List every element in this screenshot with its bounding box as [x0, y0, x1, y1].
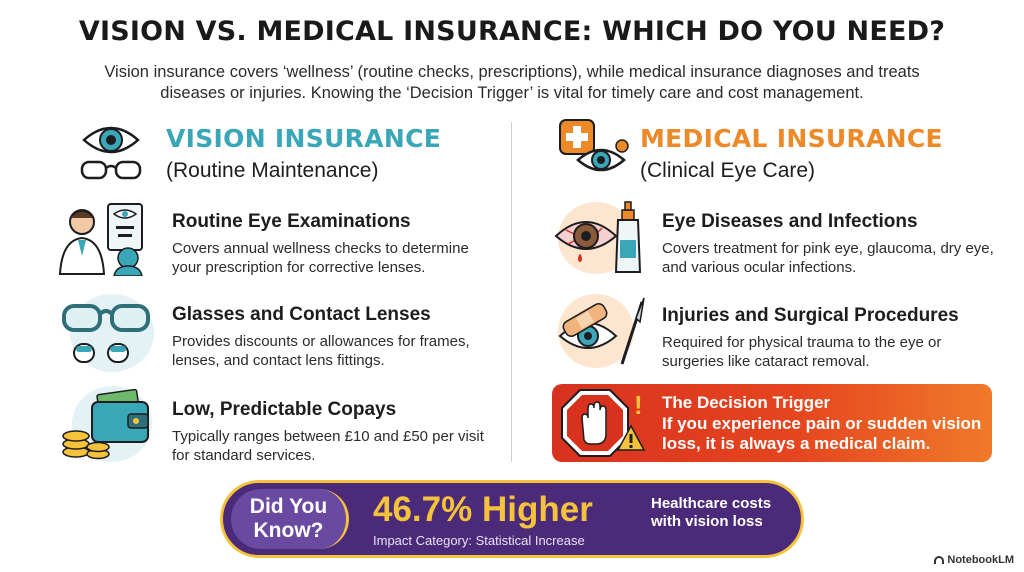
medical-cross-eye-icon: [556, 116, 632, 182]
item-title: Routine Eye Examinations: [172, 211, 411, 232]
intro-text: Vision insurance covers ‘wellness’ (rout…: [104, 63, 920, 102]
trigger-text: If you experience pain or sudden vision …: [662, 414, 982, 453]
did-you-know-banner: Did You Know? 46.7% Higher Impact Catego…: [220, 480, 804, 558]
item-desc: Required for physical trauma to the eye …: [662, 334, 942, 370]
red-eye-drops-icon: [552, 200, 648, 278]
vision-item-glasses: Glasses and Contact Lenses Provides disc…: [172, 304, 502, 370]
stat-note: Healthcare costs with vision loss: [651, 495, 772, 530]
vision-subheading: (Routine Maintenance): [166, 159, 379, 182]
decision-trigger-banner: ! The Decision Trigger If you experience…: [552, 384, 992, 462]
trigger-title: The Decision Trigger: [662, 393, 831, 412]
did-you-know-label: Did You Know?: [231, 489, 349, 549]
brand-label: NotebookLM: [934, 554, 1014, 566]
item-desc: Provides discounts or allowances for fra…: [172, 333, 470, 369]
warning-triangle-icon: [616, 424, 646, 452]
eye-glasses-icon: [76, 118, 146, 184]
item-desc: Covers annual wellness checks to determi…: [172, 240, 469, 276]
medical-heading: MEDICAL INSURANCE: [640, 124, 943, 153]
item-desc: Covers treatment for pink eye, glaucoma,…: [662, 240, 994, 276]
exclamation-mark: !: [634, 390, 643, 420]
medical-item-injuries: Injuries and Surgical Procedures Require…: [662, 305, 1002, 371]
item-title: Low, Predictable Copays: [172, 399, 397, 420]
item-desc: Typically ranges between £10 and £50 per…: [172, 428, 484, 464]
item-title: Injuries and Surgical Procedures: [662, 305, 959, 326]
stat-value: 46.7% Higher: [373, 490, 593, 529]
medical-subheading: (Clinical Eye Care): [640, 159, 816, 182]
page-title: VISION VS. MEDICAL INSURANCE: WHICH DO Y…: [78, 16, 946, 47]
column-divider: [511, 122, 512, 462]
brand-name: NotebookLM: [947, 554, 1014, 566]
stop-hand-icon: [560, 388, 630, 458]
medical-item-diseases: Eye Diseases and Infections Covers treat…: [662, 211, 1002, 277]
vision-heading: VISION INSURANCE: [166, 124, 442, 153]
stat-category: Impact Category: Statistical Increase: [373, 533, 585, 548]
item-title: Eye Diseases and Infections: [662, 211, 918, 232]
glasses-contacts-icon: [58, 296, 158, 372]
vision-item-exams: Routine Eye Examinations Covers annual w…: [172, 211, 502, 277]
did-you-know-line2: Know?: [253, 519, 324, 542]
medical-header: MEDICAL INSURANCE (Clinical Eye Care): [640, 124, 943, 183]
bandaged-eye-scalpel-icon: [552, 292, 648, 372]
did-you-know-line1: Did You: [249, 495, 328, 518]
vision-header: VISION INSURANCE (Routine Maintenance): [166, 124, 441, 183]
optometrist-icon: [56, 200, 152, 277]
item-title: Glasses and Contact Lenses: [172, 304, 431, 325]
wallet-coins-icon: [58, 388, 158, 462]
vision-item-copays: Low, Predictable Copays Typically ranges…: [172, 399, 502, 465]
brand-logo-icon: [934, 556, 945, 565]
